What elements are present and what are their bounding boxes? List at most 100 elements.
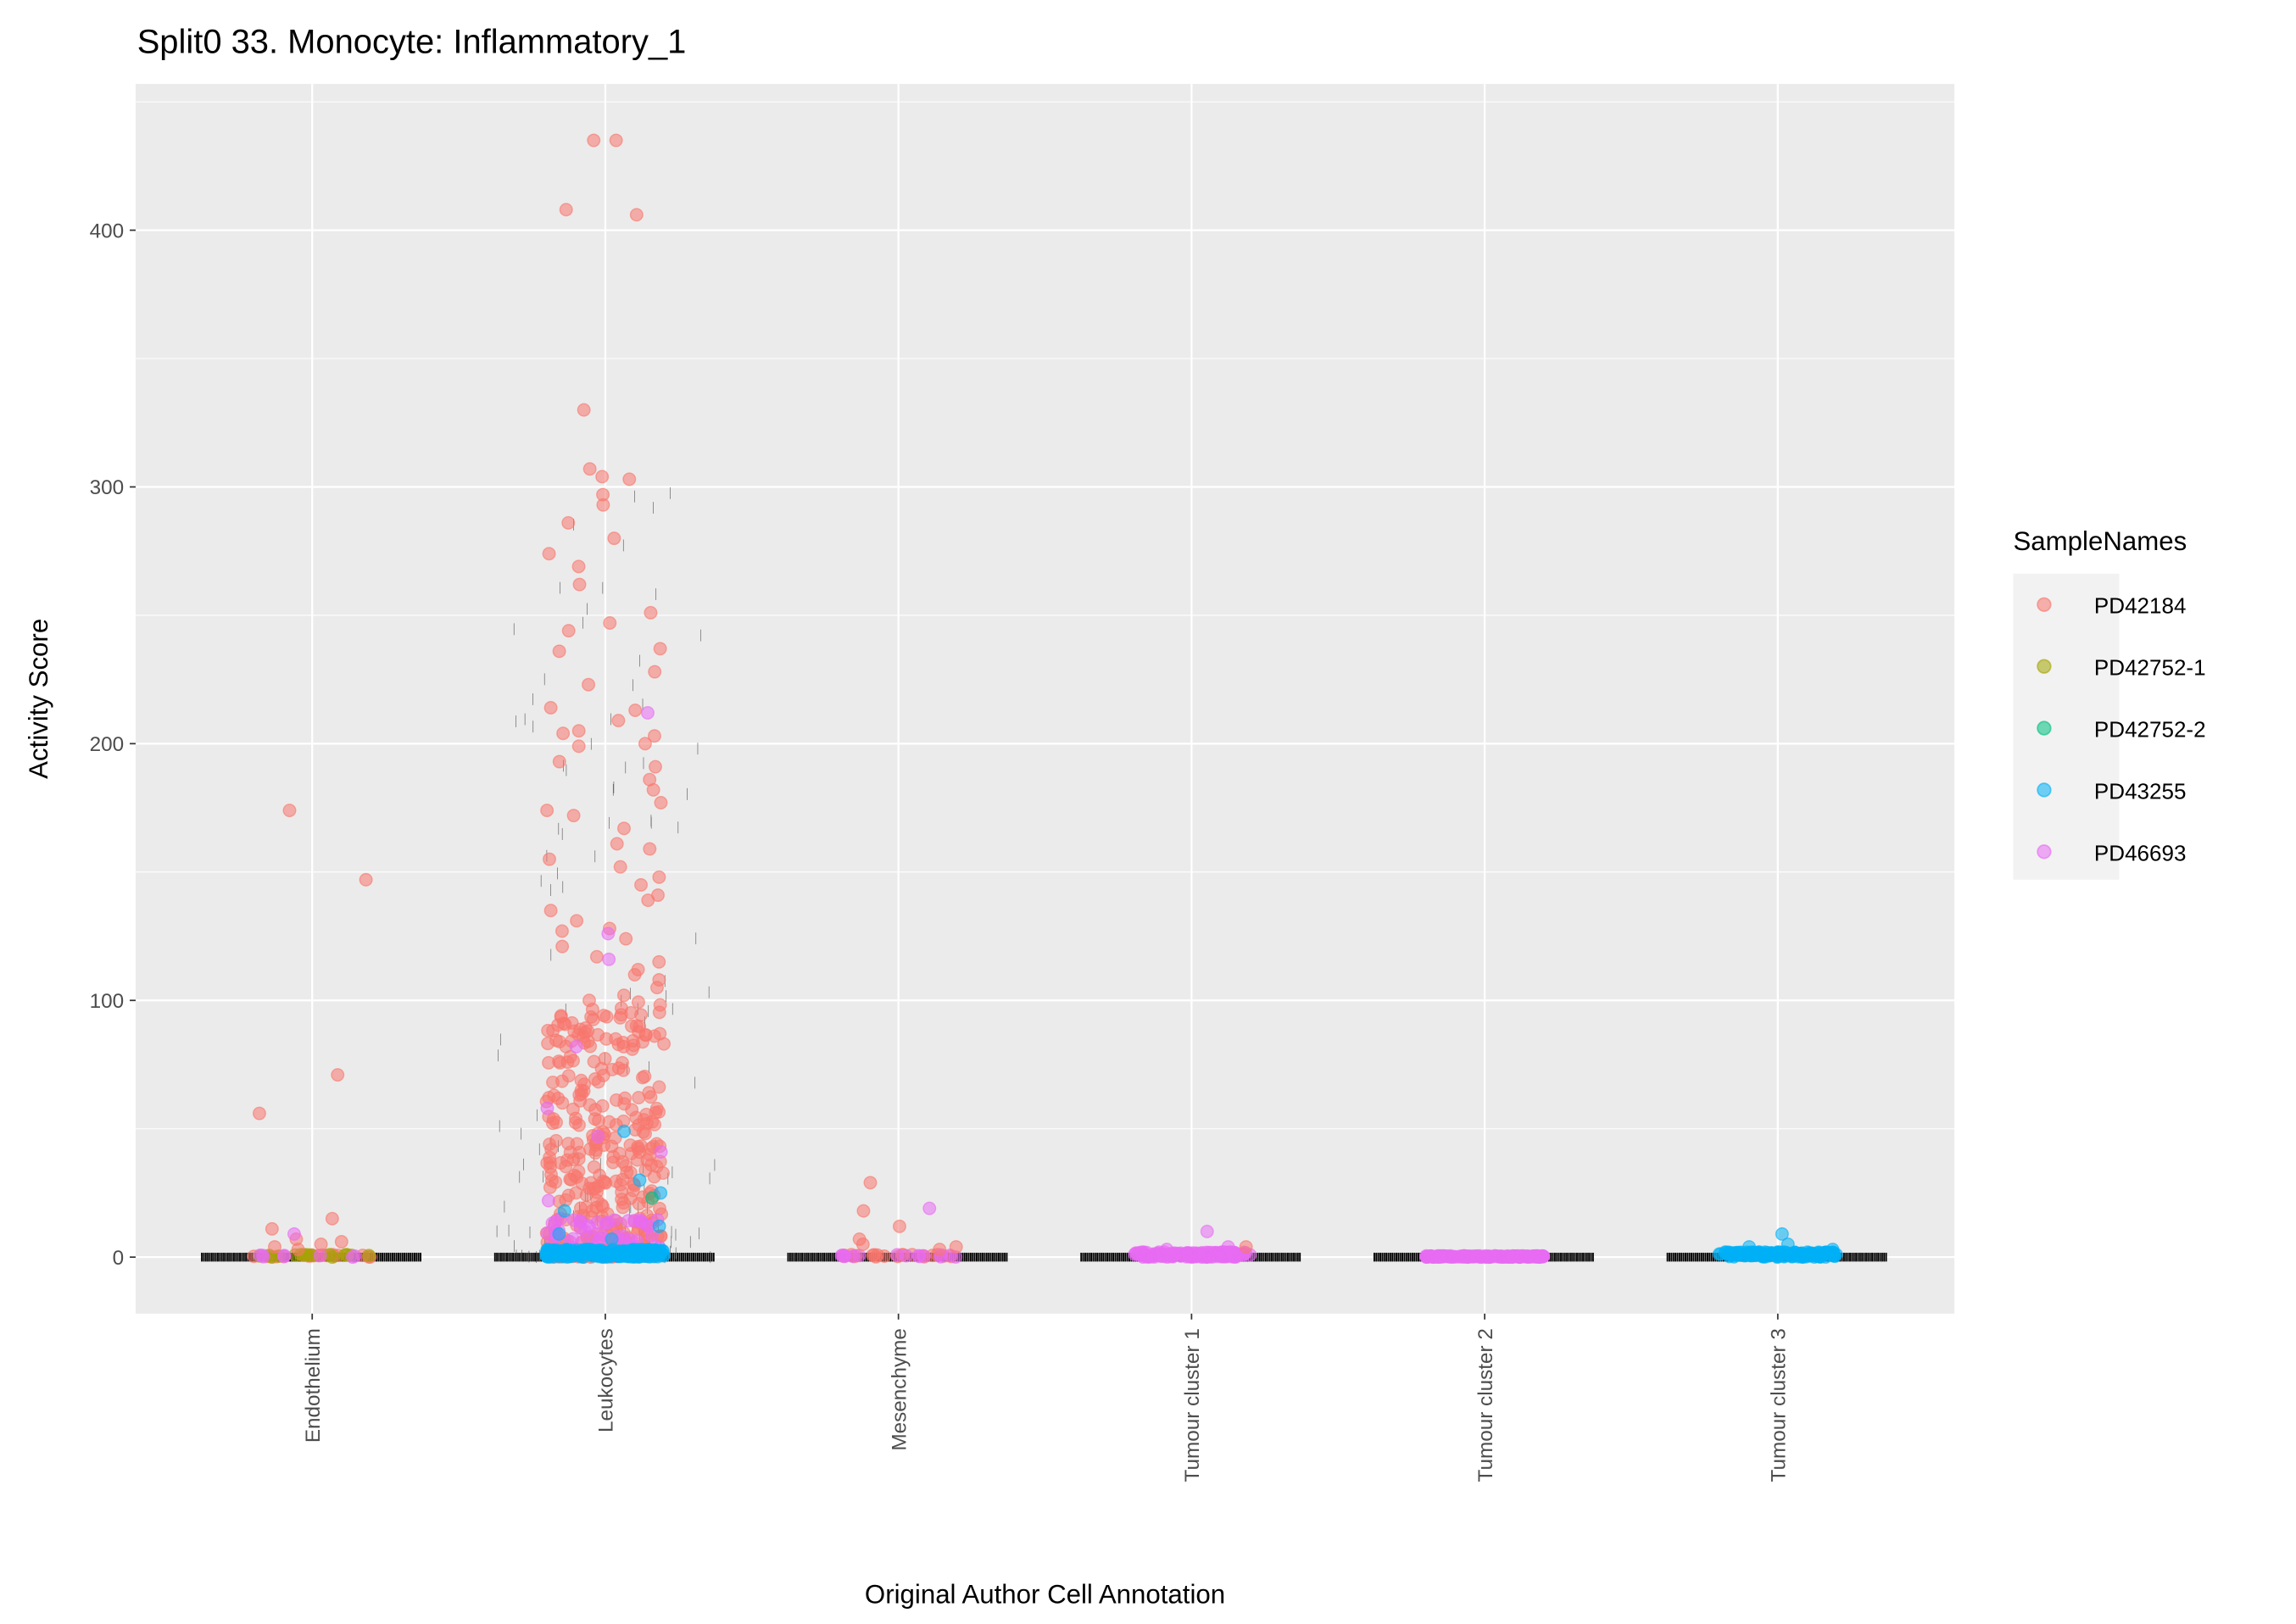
y-tick-label: 100	[90, 990, 125, 1013]
data-point	[1768, 1248, 1782, 1262]
data-point	[571, 724, 586, 738]
data-point	[542, 1055, 556, 1070]
legend-key-background	[2013, 573, 2120, 880]
data-point	[540, 1246, 554, 1260]
data-point	[619, 1159, 633, 1173]
data-point	[616, 1229, 631, 1243]
data-point	[282, 804, 297, 818]
data-point	[601, 1215, 616, 1230]
data-point	[852, 1249, 867, 1263]
legend-label: PD42752-1	[2094, 655, 2206, 681]
data-point	[552, 1034, 566, 1048]
data-point	[648, 1117, 662, 1132]
data-point	[1239, 1240, 1253, 1254]
data-point	[652, 1219, 666, 1233]
data-point	[647, 729, 661, 743]
data-point	[587, 133, 601, 147]
data-points	[247, 133, 1843, 1265]
data-point	[582, 993, 596, 1008]
data-point	[582, 677, 596, 692]
data-point	[619, 932, 633, 946]
data-point	[334, 1235, 348, 1249]
legend-label: PD42184	[2094, 593, 2186, 619]
data-point	[653, 642, 667, 656]
data-point	[561, 624, 576, 638]
data-point	[574, 1073, 588, 1087]
data-point	[542, 547, 556, 561]
data-point	[621, 1214, 635, 1228]
data-point	[566, 809, 581, 823]
data-point	[1753, 1247, 1767, 1261]
data-point	[567, 1168, 582, 1182]
legend-key-pd46693	[2037, 844, 2052, 859]
data-point	[638, 737, 652, 751]
data-point	[559, 203, 573, 217]
data-point	[561, 515, 576, 530]
data-point	[540, 804, 554, 818]
data-point	[546, 1075, 560, 1089]
data-point	[869, 1249, 883, 1264]
data-point	[863, 1176, 878, 1190]
data-point	[599, 1176, 613, 1190]
legend-title: SampleNames	[2013, 526, 2187, 556]
data-point	[596, 498, 610, 512]
data-point	[589, 949, 604, 964]
data-point	[652, 1005, 666, 1020]
data-point	[552, 1249, 566, 1263]
data-point	[631, 995, 645, 1009]
data-point	[571, 739, 586, 754]
data-point	[629, 208, 644, 222]
data-point	[602, 952, 616, 966]
data-point	[656, 1165, 671, 1180]
data-point	[1781, 1237, 1795, 1252]
data-point	[602, 1115, 616, 1129]
data-point	[649, 1101, 664, 1115]
data-point	[617, 1124, 632, 1138]
data-point	[568, 1115, 582, 1130]
data-point	[359, 872, 373, 887]
data-point	[314, 1237, 328, 1252]
legend-label: PD42752-2	[2094, 716, 2206, 742]
data-point	[1825, 1243, 1840, 1257]
data-point	[648, 759, 662, 774]
data-point	[551, 1018, 566, 1032]
data-point	[554, 924, 569, 938]
data-point	[563, 1145, 577, 1160]
data-point	[899, 1249, 913, 1263]
data-point	[555, 939, 570, 954]
data-point	[610, 837, 624, 851]
data-point	[1719, 1245, 1732, 1260]
data-point	[892, 1219, 906, 1233]
data-point	[552, 1226, 566, 1241]
data-point	[654, 796, 668, 810]
data-point	[609, 133, 623, 147]
data-point	[617, 1097, 632, 1111]
x-axis-title: Original Author Cell Annotation	[865, 1580, 1225, 1610]
data-point	[549, 1115, 564, 1130]
x-tick-label: Leukocytes	[595, 1328, 618, 1432]
legend-label: PD43255	[2094, 778, 2186, 804]
data-point	[577, 403, 591, 417]
data-point	[563, 1049, 577, 1064]
data-point	[922, 1201, 937, 1215]
data-point	[567, 1249, 582, 1263]
data-point	[291, 1243, 305, 1257]
data-point	[631, 1139, 645, 1154]
data-point	[541, 1037, 555, 1051]
data-point	[591, 1075, 605, 1089]
data-point	[540, 1226, 554, 1240]
data-point	[1742, 1240, 1757, 1254]
data-point	[549, 1133, 563, 1148]
data-point	[657, 1037, 672, 1051]
data-point	[644, 1090, 658, 1104]
data-point	[583, 1142, 598, 1156]
data-point	[611, 1061, 626, 1076]
data-point	[649, 981, 664, 995]
data-point	[582, 462, 597, 476]
data-point	[1521, 1249, 1535, 1264]
data-point	[555, 1096, 570, 1110]
data-point	[287, 1226, 301, 1241]
y-tick-label: 200	[90, 733, 125, 756]
data-point	[552, 754, 566, 769]
